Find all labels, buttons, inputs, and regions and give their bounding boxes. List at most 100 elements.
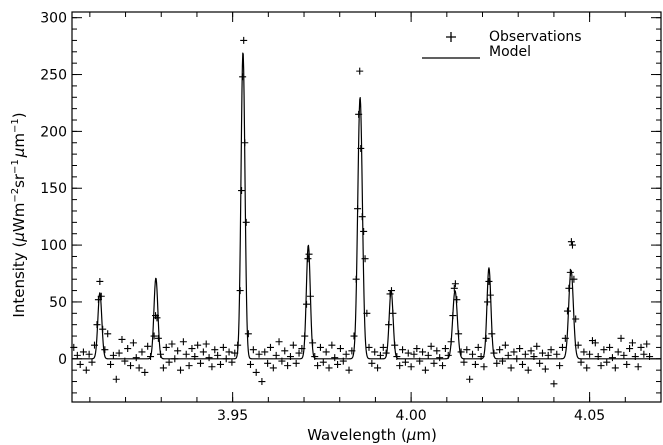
observation-point bbox=[527, 347, 535, 355]
observation-point bbox=[264, 359, 272, 367]
observation-point bbox=[165, 358, 173, 366]
observation-point bbox=[162, 343, 170, 351]
observation-point bbox=[124, 345, 132, 353]
observation-point bbox=[261, 348, 269, 356]
observation-point bbox=[275, 338, 283, 346]
observation-point bbox=[583, 364, 591, 372]
observation-point bbox=[379, 343, 387, 351]
observation-point bbox=[389, 309, 397, 317]
model-line bbox=[71, 52, 662, 360]
observation-point bbox=[490, 349, 498, 357]
observation-point bbox=[404, 349, 412, 357]
observation-point bbox=[281, 347, 289, 355]
observation-point bbox=[617, 334, 625, 342]
observation-point bbox=[159, 364, 167, 372]
observation-point bbox=[382, 349, 390, 357]
observation-point bbox=[278, 357, 286, 365]
observation-point bbox=[325, 364, 333, 372]
observation-point bbox=[331, 354, 339, 362]
observation-point bbox=[249, 346, 257, 354]
observation-point bbox=[637, 343, 645, 351]
observation-point bbox=[430, 359, 438, 367]
legend-model-label: Model bbox=[489, 44, 531, 60]
observation-point bbox=[521, 350, 529, 358]
observation-point bbox=[518, 360, 526, 368]
observation-point bbox=[234, 341, 242, 349]
observation-point bbox=[574, 341, 582, 349]
plot-frame bbox=[71, 11, 662, 403]
observation-point bbox=[292, 359, 300, 367]
observation-point bbox=[603, 358, 611, 366]
observation-point bbox=[606, 343, 614, 351]
observation-point bbox=[611, 364, 619, 372]
observation-point bbox=[109, 351, 117, 359]
observation-point bbox=[493, 359, 501, 367]
observation-point bbox=[530, 353, 538, 361]
observation-point bbox=[360, 227, 368, 235]
observation-point bbox=[501, 341, 509, 349]
observation-point bbox=[556, 362, 564, 370]
observation-point bbox=[303, 300, 311, 308]
observation-point bbox=[150, 332, 158, 340]
observation-point bbox=[455, 330, 463, 338]
observation-point bbox=[586, 350, 594, 358]
observation-point bbox=[345, 366, 353, 374]
x-tick-label: 4.05 bbox=[574, 408, 605, 424]
observation-point bbox=[194, 341, 202, 349]
observation-point bbox=[352, 275, 360, 283]
observation-point bbox=[342, 350, 350, 358]
observation-point bbox=[396, 362, 404, 370]
observation-point bbox=[104, 330, 112, 338]
observation-point bbox=[242, 218, 250, 226]
observation-point bbox=[304, 255, 312, 263]
observation-point bbox=[449, 312, 457, 320]
observation-point bbox=[447, 338, 455, 346]
observation-point bbox=[211, 346, 219, 354]
observation-point bbox=[199, 348, 207, 356]
observation-point bbox=[646, 353, 654, 361]
observation-point bbox=[393, 353, 401, 361]
observation-point bbox=[354, 205, 362, 213]
observation-point bbox=[88, 358, 96, 366]
observation-point bbox=[350, 332, 358, 340]
observation-point bbox=[553, 350, 561, 358]
observation-point bbox=[533, 342, 541, 350]
observation-point bbox=[121, 357, 129, 365]
observation-point bbox=[90, 341, 98, 349]
observation-point bbox=[424, 351, 432, 359]
observation-point bbox=[484, 298, 492, 306]
observation-point bbox=[348, 347, 356, 355]
observation-point bbox=[295, 349, 303, 357]
observation-point bbox=[477, 353, 485, 361]
observation-point bbox=[339, 357, 347, 365]
observation-point bbox=[107, 360, 115, 368]
observation-point bbox=[536, 359, 544, 367]
observation-point bbox=[419, 348, 427, 356]
observation-point bbox=[115, 349, 123, 357]
observation-point bbox=[252, 368, 260, 376]
observation-point bbox=[485, 277, 493, 285]
observation-point bbox=[231, 349, 239, 357]
observation-point bbox=[433, 347, 441, 355]
observation-points bbox=[70, 36, 654, 388]
observation-point bbox=[144, 342, 152, 350]
observation-point bbox=[368, 359, 376, 367]
observation-point bbox=[410, 350, 418, 358]
observation-point bbox=[153, 314, 161, 322]
x-tick-label: 3.95 bbox=[217, 408, 248, 424]
observation-point bbox=[70, 343, 78, 351]
observation-point bbox=[457, 348, 465, 356]
observation-point bbox=[258, 378, 266, 386]
observation-point bbox=[631, 353, 639, 361]
observation-point bbox=[550, 380, 558, 388]
observation-point bbox=[427, 342, 435, 350]
observation-point bbox=[225, 348, 233, 356]
observation-point bbox=[620, 351, 628, 359]
observation-point bbox=[305, 250, 313, 258]
observation-point bbox=[240, 36, 248, 44]
observation-point bbox=[507, 364, 515, 372]
legend-plus-marker bbox=[446, 32, 456, 42]
observation-point bbox=[306, 292, 314, 300]
observation-point bbox=[222, 355, 230, 363]
observation-point bbox=[208, 363, 216, 371]
